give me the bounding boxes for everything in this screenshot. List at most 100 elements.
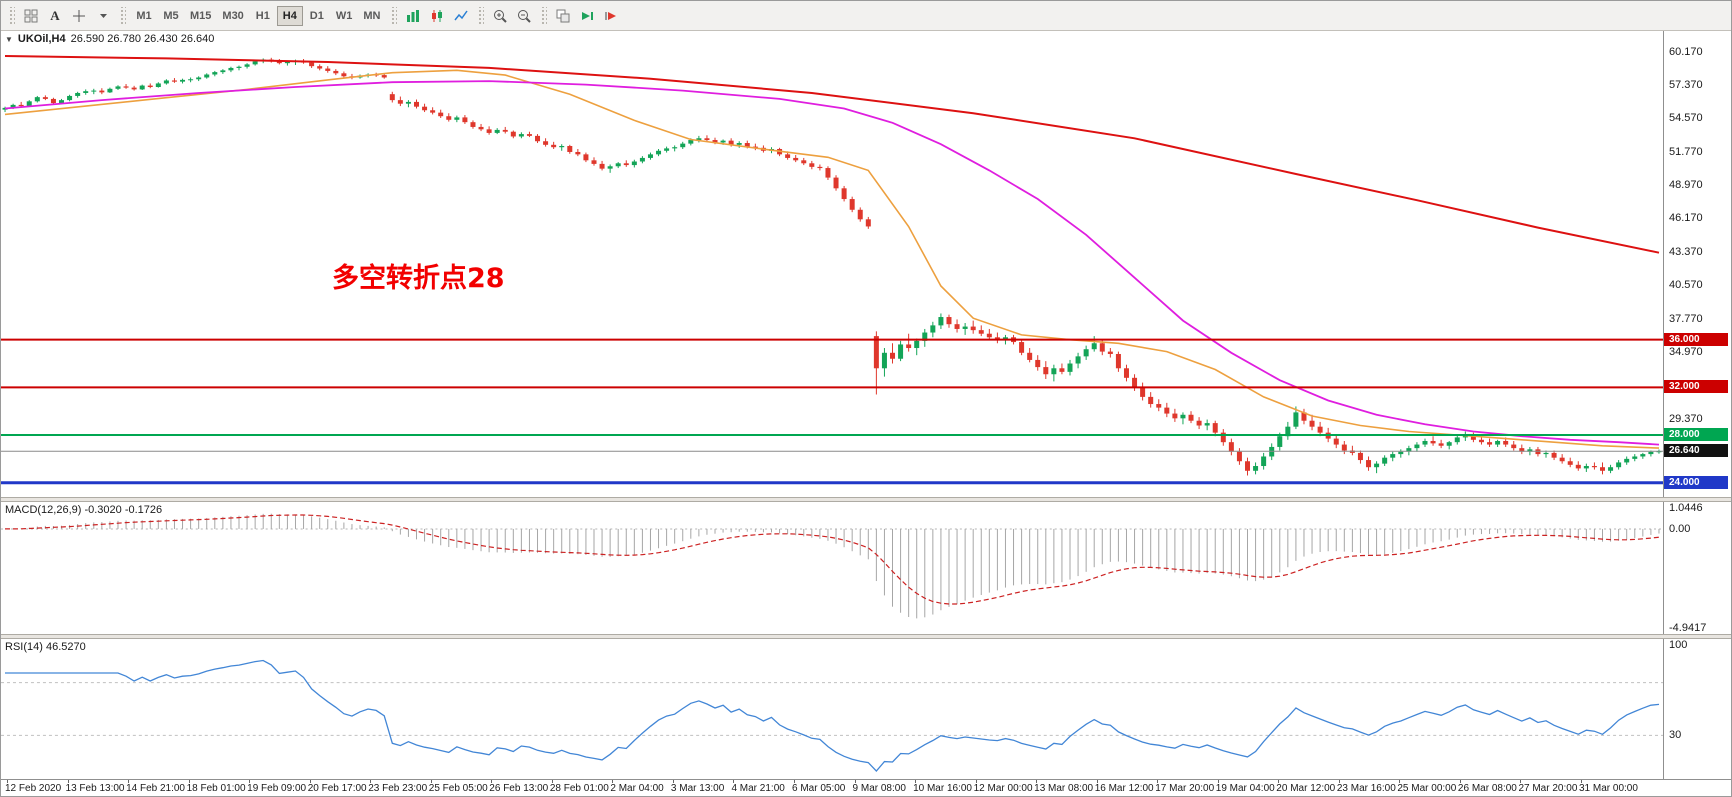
time-tick	[1096, 780, 1098, 783]
time-tick	[67, 780, 69, 783]
price-tag: 26.640	[1664, 444, 1728, 458]
rsi-plot[interactable]	[1, 639, 1663, 779]
time-tick	[1338, 780, 1340, 783]
time-label: 25 Feb 05:00	[428, 783, 488, 794]
chart-shift-button[interactable]	[600, 5, 622, 27]
toolbar-grip[interactable]	[477, 6, 485, 25]
chart-annotation-text[interactable]: 多空转折点28	[332, 263, 505, 294]
time-axis[interactable]: 12 Feb 2020 13 Feb 13:00 14 Feb 21:00 18 Fe…	[1, 779, 1731, 796]
macd-histogram	[12, 513, 1660, 619]
main-chart-pane[interactable]: ▼ UKOil,H4 26.590 26.780 26.430 26.640 多…	[1, 31, 1663, 497]
timeframe-H4[interactable]: H4	[276, 5, 303, 26]
timeframe-MN[interactable]: MN	[358, 6, 385, 26]
timeframe-M15[interactable]: M15	[185, 6, 216, 26]
timeframe-group: M1 M5 M15 M30 H1 H4 D1 W1 MN	[131, 5, 385, 26]
rsi-label: RSI(14) 46.5270	[5, 641, 86, 653]
time-tick	[128, 780, 130, 783]
time-label: 4 Mar 21:00	[731, 783, 785, 794]
time-tick	[1157, 780, 1159, 783]
price-tick: 60.170	[1669, 45, 1703, 58]
time-tick	[7, 780, 8, 783]
price-tag: 28.000	[1664, 428, 1728, 442]
chart-title: ▼ UKOil,H4 26.590 26.780 26.430 26.640	[5, 33, 214, 45]
toolbar: A M1 M5 M15 M30 H1 H4 D1 W1 MN	[1, 1, 1731, 31]
price-tick: 54.570	[1669, 112, 1703, 125]
line-chart-button[interactable]	[450, 5, 472, 27]
text-tool-button[interactable]: A	[44, 5, 66, 27]
ohlc-readout: 26.590 26.780 26.430 26.640	[70, 33, 215, 45]
time-tick	[551, 780, 553, 783]
price-tick: 57.370	[1669, 78, 1703, 91]
tile-windows-icon	[556, 9, 570, 22]
macd-pane[interactable]: MACD(12,26,9) -0.3020 -0.1726	[1, 502, 1663, 634]
time-label: 25 Mar 00:00	[1397, 783, 1457, 794]
pane-divider[interactable]	[1, 634, 1731, 639]
rsi-axis-tick: 100	[1669, 639, 1688, 651]
time-tick	[491, 780, 493, 783]
macd-label: MACD(12,26,9) -0.3020 -0.1726	[5, 504, 163, 516]
time-label: 6 Mar 05:00	[792, 783, 846, 794]
line-chart-icon	[454, 10, 469, 20]
timeframe-M5[interactable]: M5	[158, 6, 184, 26]
price-tick: 46.170	[1669, 212, 1703, 225]
pane-divider[interactable]	[1, 497, 1731, 502]
time-tick	[612, 780, 614, 783]
macd-plot[interactable]	[1, 502, 1663, 634]
time-label: 20 Feb 17:00	[307, 783, 367, 794]
bar-chart-button[interactable]	[402, 5, 424, 27]
price-tick: 43.370	[1669, 245, 1703, 258]
ma-medium-magenta	[4, 80, 1660, 446]
timeframe-D1[interactable]: D1	[304, 6, 330, 26]
time-label: 3 Mar 13:00	[670, 783, 725, 794]
toolbar-grip[interactable]	[390, 6, 398, 25]
price-tick: 37.770	[1669, 312, 1703, 325]
time-tick	[733, 780, 735, 783]
toolbar-grip[interactable]	[540, 6, 548, 25]
time-label: 2 Mar 04:00	[610, 783, 664, 794]
time-label: 10 Mar 16:00	[913, 783, 972, 794]
time-label: 20 Mar 12:00	[1276, 783, 1336, 794]
macd-axis-tick: 0.00	[1669, 522, 1691, 535]
time-label: 16 Mar 12:00	[1094, 783, 1154, 794]
price-tag: 32.000	[1664, 380, 1728, 394]
crosshair-button[interactable]	[68, 5, 90, 27]
horizontal-lines-layer[interactable]	[1, 338, 1663, 485]
macd-axis-tick: -4.9417	[1669, 622, 1707, 634]
zoom-out-button[interactable]	[513, 5, 535, 27]
zoom-in-button[interactable]	[489, 5, 511, 27]
time-tick	[188, 780, 190, 783]
charts-grid-button[interactable]	[20, 5, 42, 27]
dropdown-caret-button[interactable]	[92, 5, 114, 27]
time-label: 12 Mar 00:00	[973, 783, 1033, 794]
timeframe-M30[interactable]: M30	[217, 6, 248, 26]
zoom-in-icon	[494, 9, 508, 23]
time-label: 26 Feb 13:00	[489, 783, 549, 794]
tile-windows-button[interactable]	[552, 5, 574, 27]
timeframe-M1[interactable]: M1	[131, 6, 157, 26]
time-label: 19 Feb 09:00	[247, 783, 307, 794]
timeframe-H1[interactable]: H1	[250, 6, 276, 26]
chart-shift-icon	[605, 11, 617, 20]
toolbar-grip[interactable]	[119, 6, 126, 25]
auto-scroll-icon	[582, 11, 594, 20]
auto-scroll-button[interactable]	[576, 5, 598, 27]
time-label: 13 Feb 13:00	[65, 783, 125, 794]
toolbar-grip[interactable]	[8, 6, 15, 25]
ma-slow-red	[4, 55, 1660, 254]
price-tick: 34.970	[1669, 345, 1703, 358]
main-chart-plot[interactable]	[1, 31, 1663, 497]
time-label: 18 Feb 01:00	[186, 783, 246, 794]
price-axis: 60.170 57.370 54.570 51.770 48.970 46.170 43.3…	[1663, 31, 1731, 497]
price-tick: 51.770	[1669, 145, 1703, 158]
ma-fast-orange	[4, 69, 1660, 449]
price-tick: 48.970	[1669, 179, 1703, 192]
price-tag: 24.000	[1664, 475, 1728, 489]
text-tool-icon: A	[50, 7, 60, 23]
timeframe-W1[interactable]: W1	[331, 6, 358, 26]
candlestick-chart-button[interactable]	[426, 5, 448, 27]
time-label: 28 Feb 01:00	[549, 783, 609, 794]
dropdown-caret-icon	[99, 14, 107, 18]
collapse-arrow-icon[interactable]: ▼	[5, 34, 13, 44]
rsi-pane[interactable]: RSI(14) 46.5270	[1, 639, 1663, 779]
